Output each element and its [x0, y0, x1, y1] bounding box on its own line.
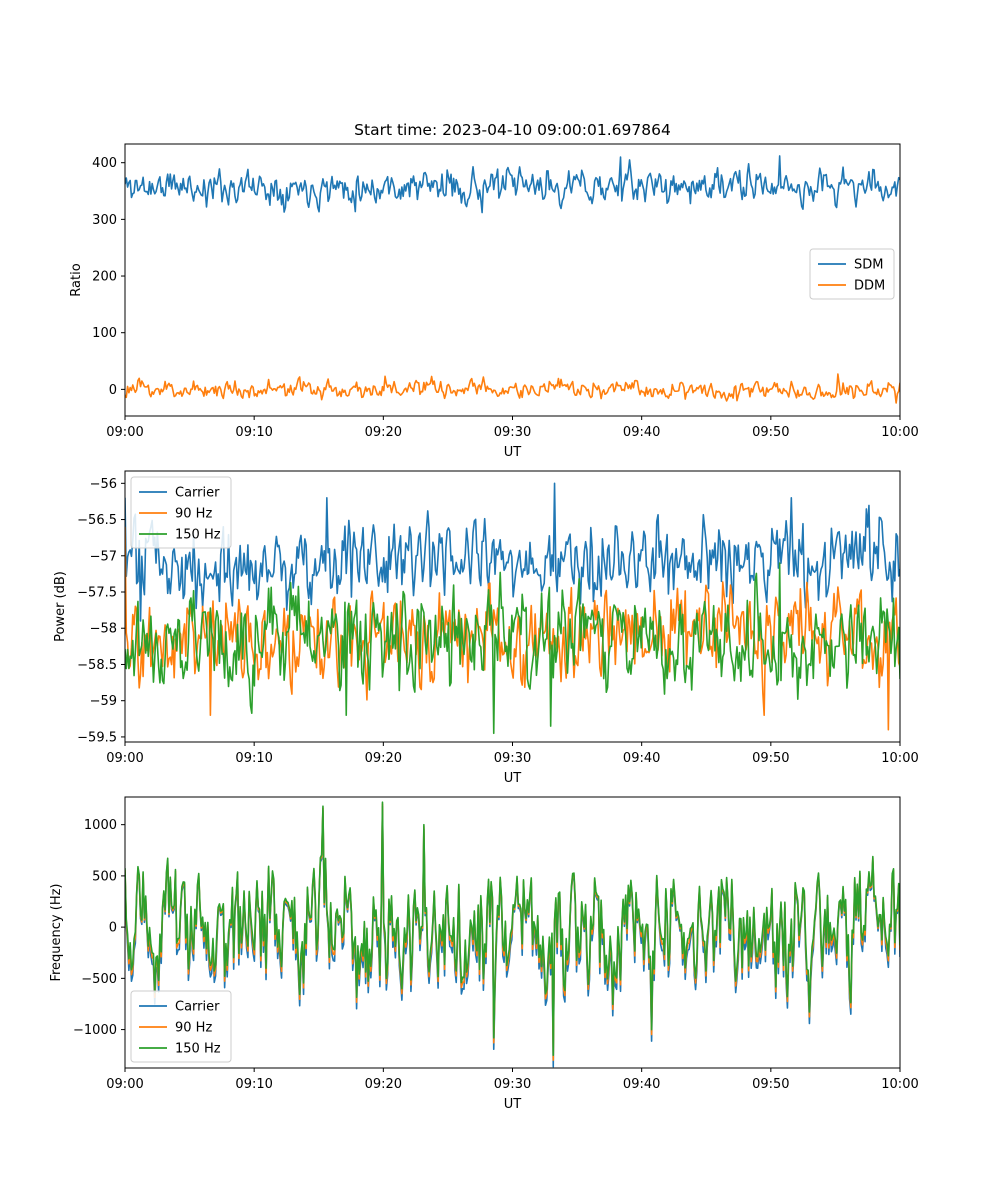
x-tick-label: 09:50 — [752, 751, 789, 766]
legend-label: 90 Hz — [175, 1021, 212, 1036]
series-line-ddm — [125, 373, 900, 404]
legend-label: 150 Hz — [175, 528, 221, 543]
y-axis-label: Frequency (Hz) — [49, 883, 64, 981]
x-tick-label: 09:40 — [623, 1077, 660, 1092]
x-axis-label: UT — [504, 771, 522, 786]
x-tick-label: 10:00 — [881, 751, 918, 766]
series-line-150-hz — [125, 801, 900, 1056]
series-line-carrier — [125, 482, 900, 622]
legend-label: SDM — [854, 258, 883, 273]
x-tick-label: 09:00 — [106, 425, 143, 440]
legend-box — [130, 476, 232, 549]
y-tick-label: 300 — [92, 213, 117, 228]
y-tick-label: 0 — [109, 383, 117, 398]
x-tick-label: 09:10 — [235, 1077, 272, 1092]
y-tick-label: −58.5 — [77, 658, 117, 673]
x-axis-label: UT — [504, 445, 522, 460]
y-tick-label: −59 — [90, 694, 117, 709]
x-tick-label: 09:10 — [235, 751, 272, 766]
y-axis-label: Ratio — [69, 263, 84, 296]
legend-label: 90 Hz — [175, 507, 212, 522]
x-tick-label: 09:20 — [365, 425, 402, 440]
series-group — [125, 155, 900, 404]
legend: SDM DDM — [809, 248, 895, 300]
chart-panel-2: 09:00 09:10 09:20 09:30 09:40 09:50 10:00 −59.5… — [53, 470, 919, 786]
x-tick-label: 09:30 — [494, 425, 531, 440]
legend-label: Carrier — [175, 486, 220, 501]
y-tick-label: 0 — [109, 921, 117, 936]
series-line-sdm — [125, 155, 900, 214]
y-tick-label: 1000 — [84, 818, 117, 833]
legend-label: Carrier — [175, 1000, 220, 1015]
x-tick-label: 09:30 — [494, 1077, 531, 1092]
legend: Carrier 90 Hz 150 Hz — [130, 990, 232, 1063]
series-line-150-hz — [125, 562, 900, 735]
y-tick-label: −500 — [81, 972, 117, 987]
series-group — [125, 482, 900, 735]
y-tick-label: −1000 — [73, 1023, 117, 1038]
x-tick-label: 09:30 — [494, 751, 531, 766]
y-tick-label: 500 — [92, 869, 117, 884]
x-tick-label: 09:40 — [623, 751, 660, 766]
y-tick-label: 100 — [92, 326, 117, 341]
y-tick-label: 400 — [92, 156, 117, 171]
plot-frame — [124, 470, 901, 743]
legend-box — [809, 248, 895, 300]
series-group — [125, 801, 900, 1068]
legend-box — [130, 990, 232, 1063]
y-tick-label: 200 — [92, 270, 117, 285]
x-tick-label: 09:10 — [235, 425, 272, 440]
x-tick-label: 10:00 — [881, 425, 918, 440]
x-axis-label: UT — [504, 1097, 522, 1112]
chart-title: Start time: 2023-04-10 09:00:01.697864 — [354, 121, 671, 139]
x-tick-label: 10:00 — [881, 1077, 918, 1092]
x-tick-label: 09:20 — [365, 1077, 402, 1092]
y-tick-label: −56 — [90, 477, 117, 492]
x-tick-label: 09:50 — [752, 425, 789, 440]
x-tick-label: 09:20 — [365, 751, 402, 766]
chart-panel-3: 09:00 09:10 09:20 09:30 09:40 09:50 10:00 −1000… — [49, 796, 919, 1112]
y-tick-label: −58 — [90, 622, 117, 637]
x-tick-label: 09:40 — [623, 425, 660, 440]
y-tick-label: −59.5 — [77, 730, 117, 745]
x-tick-label: 09:00 — [106, 1077, 143, 1092]
y-tick-label: −57.5 — [77, 586, 117, 601]
y-tick-label: −57 — [90, 549, 117, 564]
legend: Carrier 90 Hz 150 Hz — [130, 476, 232, 549]
chart-panel-1: 09:00 09:10 09:20 09:30 09:40 09:50 10:00 0 100 2… — [69, 121, 919, 460]
x-tick-label: 09:50 — [752, 1077, 789, 1092]
x-tick-label: 09:00 — [106, 751, 143, 766]
y-tick-label: −56.5 — [77, 513, 117, 528]
legend-label: DDM — [854, 279, 885, 294]
legend-label: 150 Hz — [175, 1042, 221, 1057]
y-axis-label: Power (dB) — [53, 571, 68, 642]
